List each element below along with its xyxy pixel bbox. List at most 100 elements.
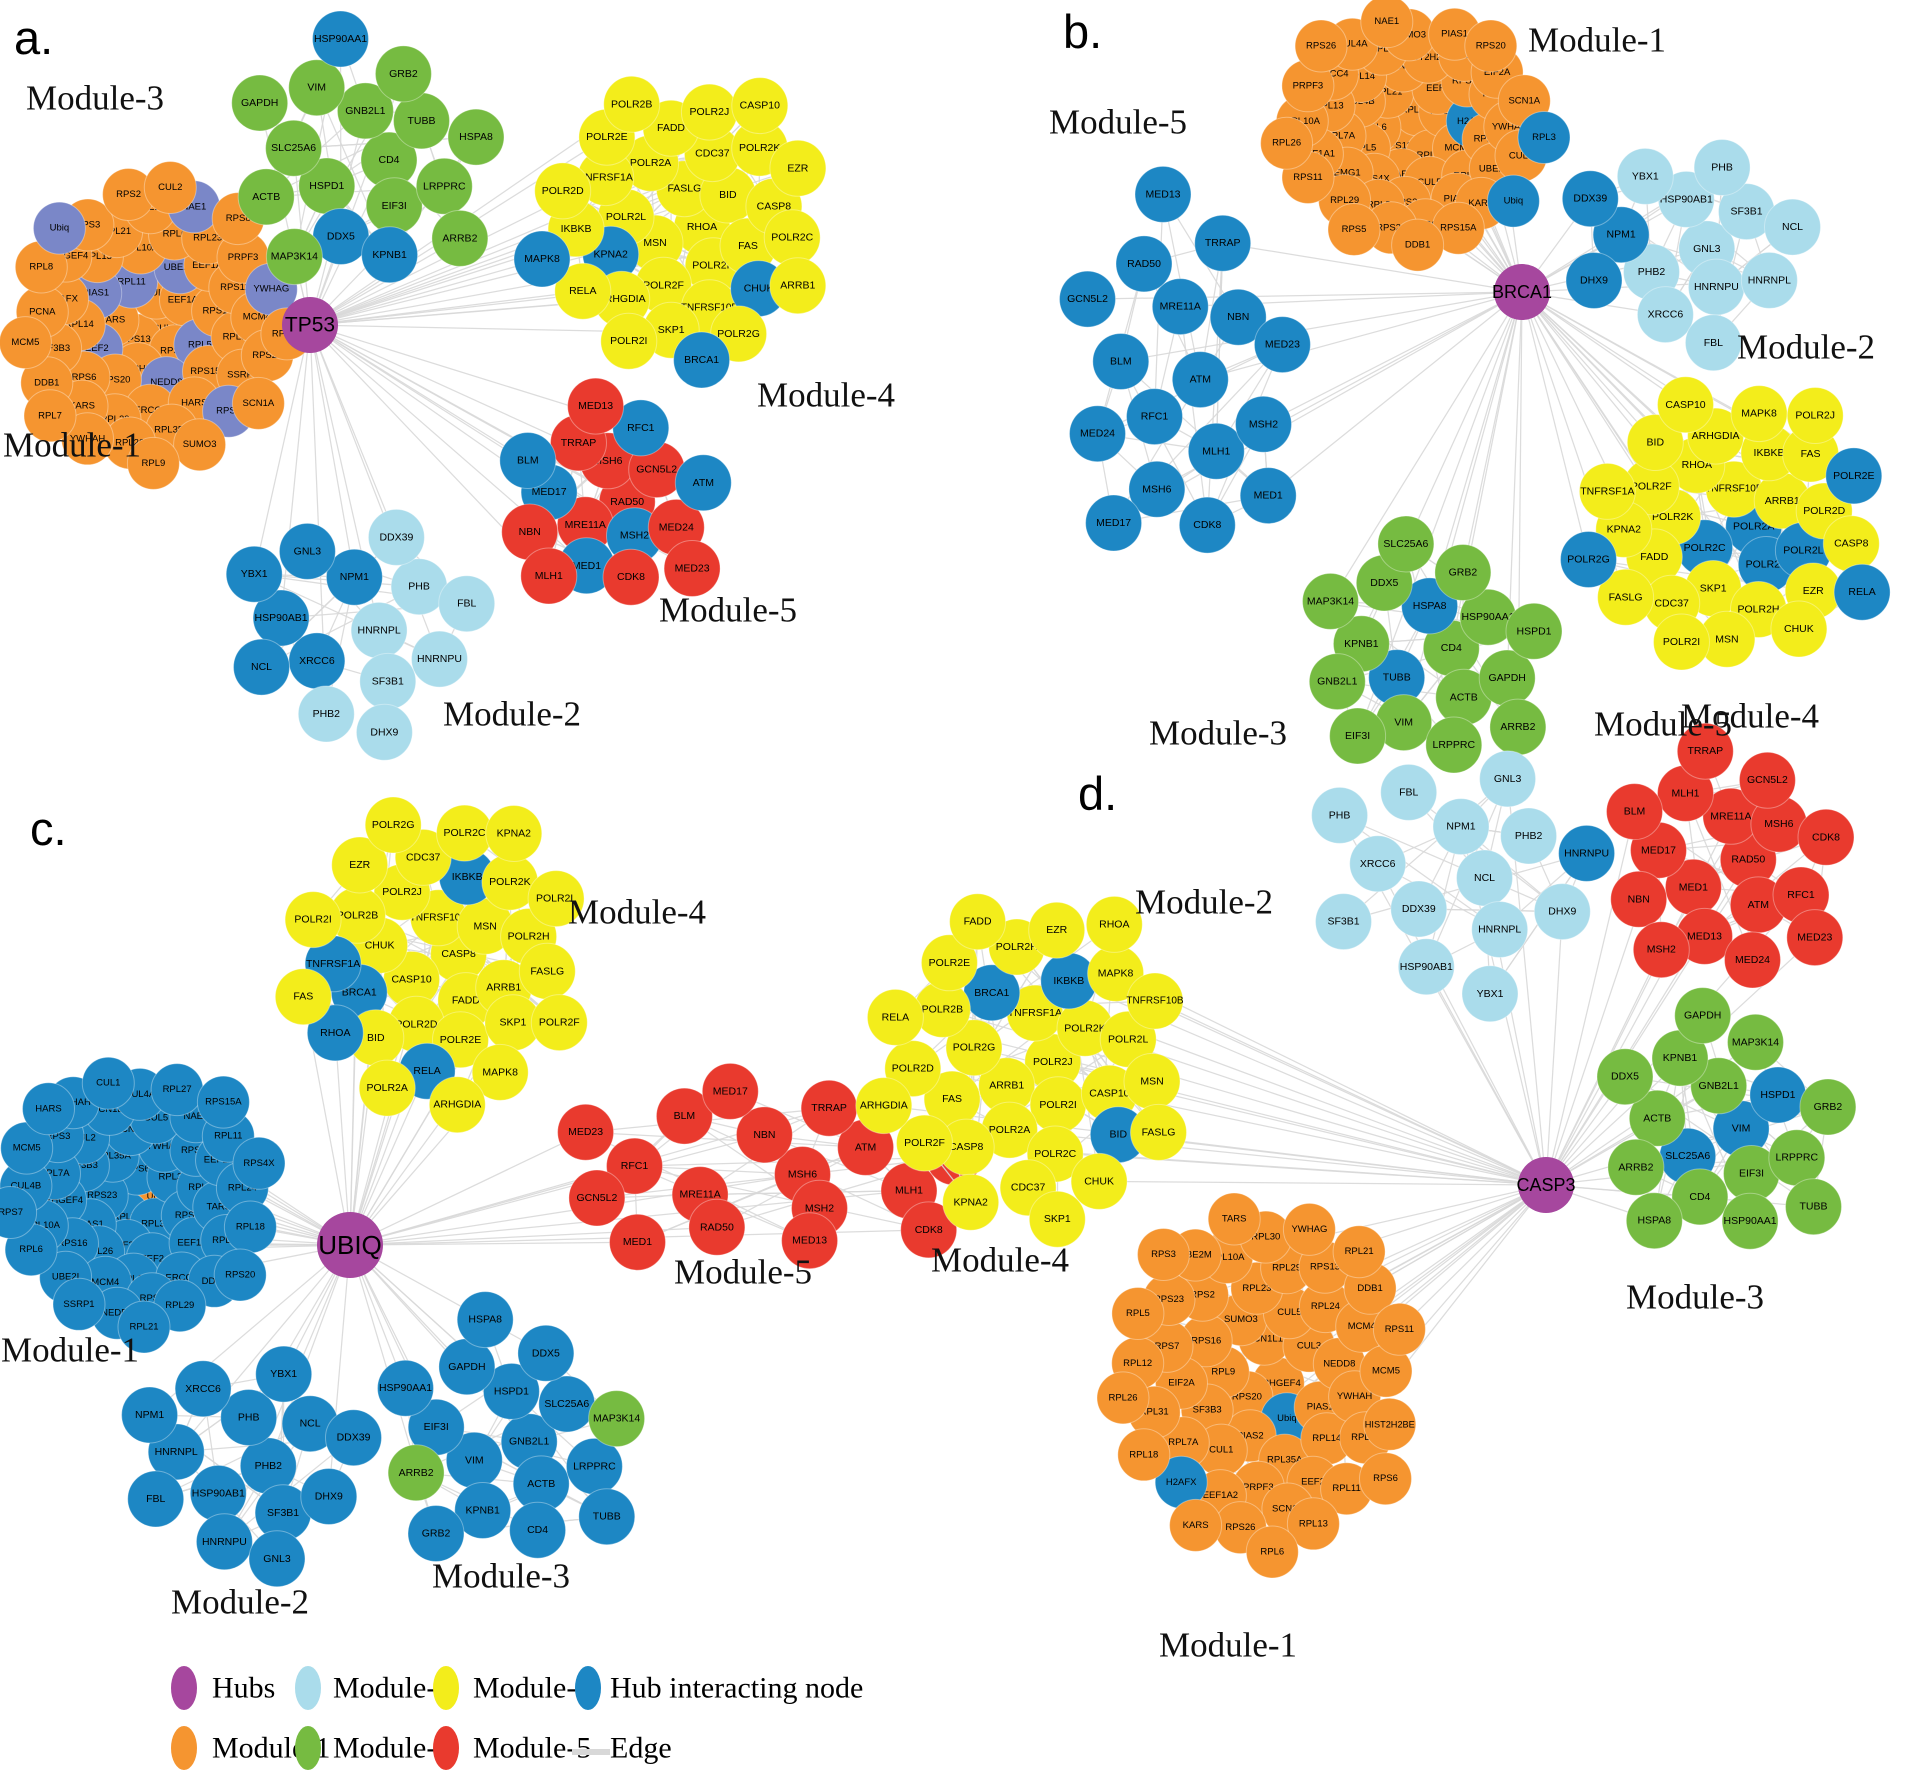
- node-circle: [274, 968, 332, 1026]
- node-label: RPS5: [1342, 224, 1367, 235]
- node-label: RPL10A: [1209, 1252, 1245, 1263]
- node-circle: [530, 994, 588, 1052]
- node-NPM1: NPM1: [121, 1386, 179, 1444]
- hub-circle: [282, 297, 338, 353]
- node-label: PHB: [238, 1412, 260, 1424]
- node-label: RPL6: [163, 229, 187, 240]
- node-label: NAE1: [181, 201, 206, 212]
- node-label: RELA: [413, 1065, 440, 1077]
- node-label: GCN1L1: [91, 1104, 128, 1115]
- node-HSP90AA1: HSP90AA1: [1721, 1192, 1779, 1250]
- node-MAP3K14: MAP3K14: [265, 228, 323, 286]
- node-label: RPS20: [1232, 1392, 1262, 1403]
- node-MED17: MED17: [701, 1062, 759, 1120]
- node-label: POLR2J: [1795, 410, 1835, 422]
- node-label: POLR2I: [1663, 636, 1700, 648]
- node-MED23: MED23: [1786, 909, 1844, 967]
- node-label: CUL1: [1209, 1445, 1233, 1456]
- node-label: UBE2I: [52, 1272, 79, 1283]
- node-label: HSPA8: [1637, 1215, 1671, 1227]
- node-SLC25A6: SLC25A6: [1377, 515, 1435, 573]
- module-label-module-4: Module-4: [757, 376, 895, 415]
- node-label: HSPA8: [1413, 600, 1447, 612]
- node-label: RPL35A: [95, 1151, 131, 1162]
- node-label: POLR2A: [630, 157, 671, 169]
- node-label: SF3B1: [1730, 206, 1762, 218]
- edge: [585, 1131, 866, 1149]
- node-circle: [284, 891, 342, 949]
- node-label: TRRAP: [811, 1102, 847, 1114]
- node-label: MED13: [1687, 930, 1722, 942]
- node-label: POLR2A: [366, 1082, 407, 1094]
- node-label: POLR2I: [610, 335, 647, 347]
- node-label: YBX1: [1477, 988, 1504, 1000]
- node-label: RPS11: [1293, 172, 1322, 183]
- node-label: MSH2: [805, 1202, 834, 1214]
- node-label: ERCC4: [1316, 69, 1348, 80]
- node-XRCC6: XRCC6: [174, 1360, 232, 1418]
- node-label: GCN5L2: [1747, 774, 1788, 786]
- node-label: ACTB: [252, 191, 280, 203]
- node-CHUK: CHUK: [1770, 600, 1828, 658]
- node-label: MRE11A: [679, 1189, 720, 1201]
- node-label: RPL14: [1346, 71, 1375, 82]
- node-label: FBL: [146, 1493, 165, 1505]
- node-label: GNL3: [1494, 773, 1522, 785]
- node-circle: [415, 157, 473, 215]
- node-label: RPL29: [165, 1300, 194, 1311]
- node-label: CASP10: [1089, 1087, 1129, 1099]
- node-label: RPS20: [100, 375, 130, 386]
- node-label: GRB2: [1814, 1101, 1843, 1113]
- node-label: RPL21: [129, 1322, 158, 1333]
- node-RPL7: RPL7: [23, 389, 77, 443]
- node-label: ARHGDIA: [860, 1100, 908, 1112]
- node-RPL6: RPL6: [1245, 1525, 1299, 1579]
- node-KPNB1: KPNB1: [1651, 1029, 1709, 1087]
- node-HNRNPL: HNRNPL: [1740, 251, 1798, 309]
- node-circle: [1505, 602, 1563, 660]
- node-label: KPNB1: [1344, 638, 1379, 650]
- node-circle: [1391, 218, 1445, 272]
- node-label: CUL3: [1509, 150, 1533, 161]
- node-label: RPL29: [1272, 1262, 1301, 1273]
- node-circle: [22, 1082, 75, 1136]
- node-label: MRE11A: [1710, 810, 1751, 822]
- node-label: NCL: [1474, 872, 1495, 884]
- node-label: MED23: [1265, 339, 1300, 351]
- node-POLR2B: POLR2B: [329, 886, 386, 944]
- node-label: FAS: [942, 1093, 962, 1105]
- node-circle: [1137, 1228, 1190, 1281]
- node-label: POLR2B: [922, 1003, 963, 1015]
- node-label: YBX1: [241, 568, 268, 580]
- node-circle: [1628, 1089, 1686, 1147]
- node-label: UBE2M: [1479, 163, 1512, 174]
- edge: [1343, 778, 1509, 923]
- node-label: BRCA1: [342, 986, 377, 998]
- panel-letter-d: d.: [1078, 767, 1117, 820]
- node-label: RPS11: [220, 282, 249, 293]
- node-label: ACTB: [1643, 1112, 1671, 1124]
- node-circle: [949, 893, 1007, 951]
- node-label: RPL3: [1532, 132, 1556, 143]
- node-label: POLR2K: [1064, 1022, 1105, 1034]
- node-PHB: PHB: [1311, 786, 1369, 844]
- node-circle: [265, 119, 323, 177]
- node-label: CUL4A: [125, 1089, 156, 1100]
- node-label: POLR2I: [294, 914, 331, 926]
- node-label: ATM: [1190, 374, 1211, 386]
- node-label: RPL13: [1315, 101, 1344, 112]
- node-GAPDH: GAPDH: [231, 74, 289, 132]
- node-label: RPL35A: [154, 425, 190, 436]
- hub-edge: [1521, 291, 1652, 488]
- node-label: KPNA2: [497, 828, 532, 840]
- node-circle: [1597, 568, 1655, 626]
- node-label: MAPK8: [1741, 408, 1777, 420]
- node-DDX5: DDX5: [517, 1324, 575, 1382]
- node-POLR2B: POLR2B: [913, 980, 971, 1038]
- node-circle: [1724, 931, 1781, 989]
- node-label: MSH6: [1764, 818, 1793, 830]
- node-ATM: ATM: [674, 454, 732, 512]
- edge: [1624, 1076, 1798, 1159]
- node-label: MSH2: [1647, 944, 1676, 956]
- node-HSP90AA1: HSP90AA1: [312, 10, 369, 68]
